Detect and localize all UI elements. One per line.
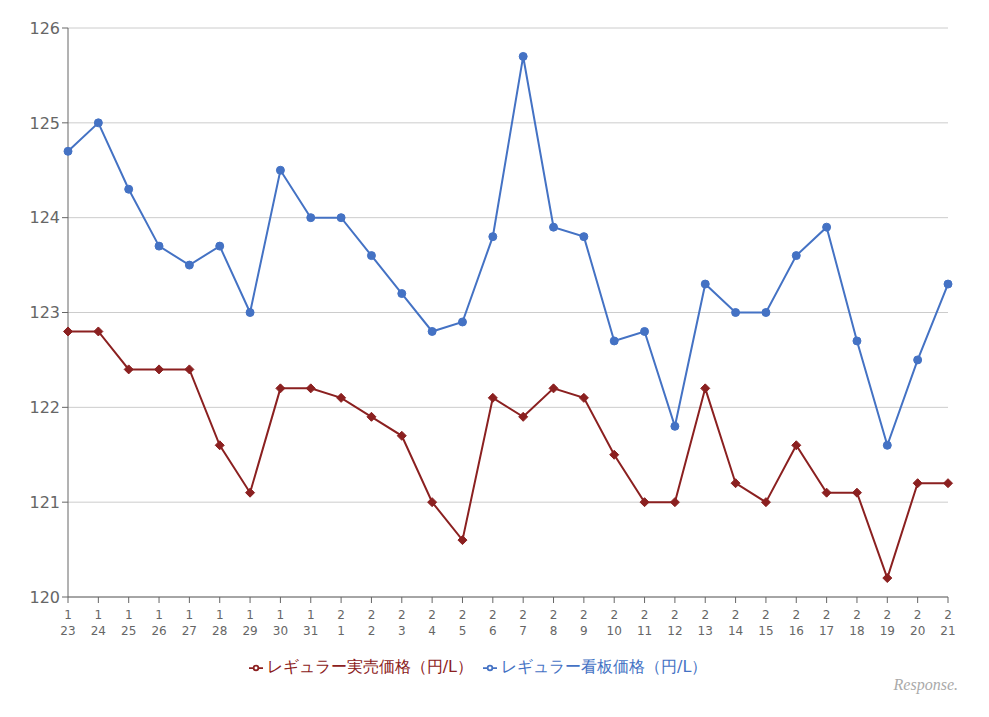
svg-text:21: 21 <box>337 608 345 638</box>
svg-text:215: 215 <box>758 608 773 638</box>
svg-text:216: 216 <box>789 608 804 638</box>
svg-text:29: 29 <box>580 608 588 638</box>
html-text:Response.: Response. <box>893 676 958 693</box>
html-text:レギュラー実売価格（円/L）: レギュラー実売価格（円/L） <box>266 657 473 676</box>
svg-text:217: 217 <box>819 608 834 638</box>
svg-text:212: 212 <box>667 608 682 638</box>
svg-text:213: 213 <box>698 608 713 638</box>
svg-text:127: 127 <box>182 608 197 638</box>
svg-text:129: 129 <box>242 608 257 638</box>
svg-text:123: 123 <box>60 608 75 638</box>
svg-text:124: 124 <box>29 208 60 227</box>
svg-text:26: 26 <box>489 608 497 638</box>
svg-text:218: 218 <box>849 608 864 638</box>
svg-text:22: 22 <box>368 608 376 638</box>
svg-text:25: 25 <box>459 608 467 638</box>
svg-text:130: 130 <box>273 608 288 638</box>
svg-text:28: 28 <box>550 608 558 638</box>
svg-text:120: 120 <box>29 588 60 607</box>
svg-text:126: 126 <box>29 19 60 38</box>
svg-text:210: 210 <box>607 608 622 638</box>
svg-text:211: 211 <box>637 608 652 638</box>
svg-text:24: 24 <box>428 608 436 638</box>
svg-text:27: 27 <box>519 608 527 638</box>
svg-text:128: 128 <box>212 608 227 638</box>
svg-text:221: 221 <box>940 608 955 638</box>
svg-text:125: 125 <box>29 114 60 133</box>
svg-text:23: 23 <box>398 608 406 638</box>
svg-text:123: 123 <box>29 303 60 322</box>
html-text:レギュラー看板価格（円/L）: レギュラー看板価格（円/L） <box>501 657 708 676</box>
svg-text:125: 125 <box>121 608 136 638</box>
svg-text:131: 131 <box>303 608 318 638</box>
svg-text:121: 121 <box>29 493 60 512</box>
svg-text:214: 214 <box>728 608 743 638</box>
svg-text:124: 124 <box>91 608 106 638</box>
svg-text:126: 126 <box>151 608 166 638</box>
svg-text:220: 220 <box>910 608 925 638</box>
svg-text:219: 219 <box>880 608 895 638</box>
svg-text:122: 122 <box>29 398 60 417</box>
